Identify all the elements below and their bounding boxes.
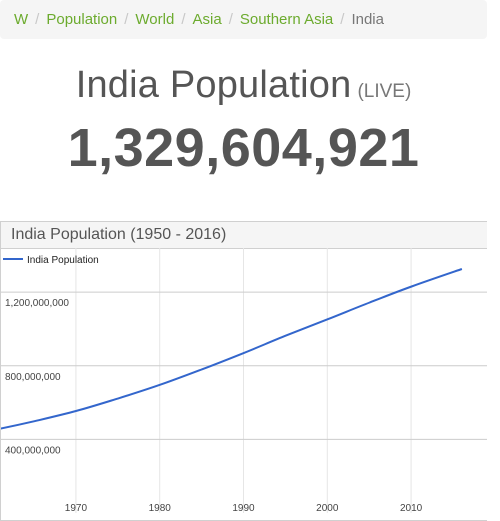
series-line	[1, 268, 463, 430]
chart-panel-title: India Population (1950 - 2016)	[1, 222, 487, 249]
x-tick-label: 2010	[400, 503, 423, 514]
breadcrumb-separator: /	[124, 11, 129, 28]
y-tick-label: 800,000,000	[5, 372, 61, 383]
x-tick-label: 2000	[316, 503, 339, 514]
breadcrumb-link-w[interactable]: W	[14, 11, 29, 28]
breadcrumb-link-southern-asia[interactable]: Southern Asia	[239, 11, 334, 28]
live-label: (LIVE)	[357, 81, 412, 102]
population-counter: 1,329,604,921	[67, 118, 420, 178]
breadcrumb-link-world[interactable]: World	[135, 11, 175, 28]
population-line-chart: 400,000,000 800,000,000 1,200,000,000 1970 1…	[1, 248, 487, 514]
breadcrumb-separator: /	[228, 11, 233, 28]
breadcrumb-separator: /	[181, 11, 186, 28]
page-title: India Population (LIVE)	[0, 64, 487, 107]
breadcrumb-current: India	[351, 11, 384, 28]
y-tick-label: 400,000,000	[5, 445, 61, 456]
y-tick-label: 1,200,000,000	[5, 298, 69, 309]
breadcrumb-link-asia[interactable]: Asia	[192, 11, 222, 28]
breadcrumb-separator: /	[35, 11, 40, 28]
x-tick-label: 1970	[65, 503, 88, 514]
chart-panel: India Population (1950 - 2016) 400,000,0…	[0, 221, 487, 521]
breadcrumb-separator: /	[340, 11, 345, 28]
x-tick-label: 1980	[149, 503, 172, 514]
breadcrumb-link-population[interactable]: Population	[46, 11, 118, 28]
page-title-text: India Population	[75, 64, 352, 106]
breadcrumb: W / Population / World / Asia / Southern…	[0, 0, 487, 39]
legend-label: India Population	[27, 255, 99, 266]
x-tick-label: 1990	[232, 503, 255, 514]
